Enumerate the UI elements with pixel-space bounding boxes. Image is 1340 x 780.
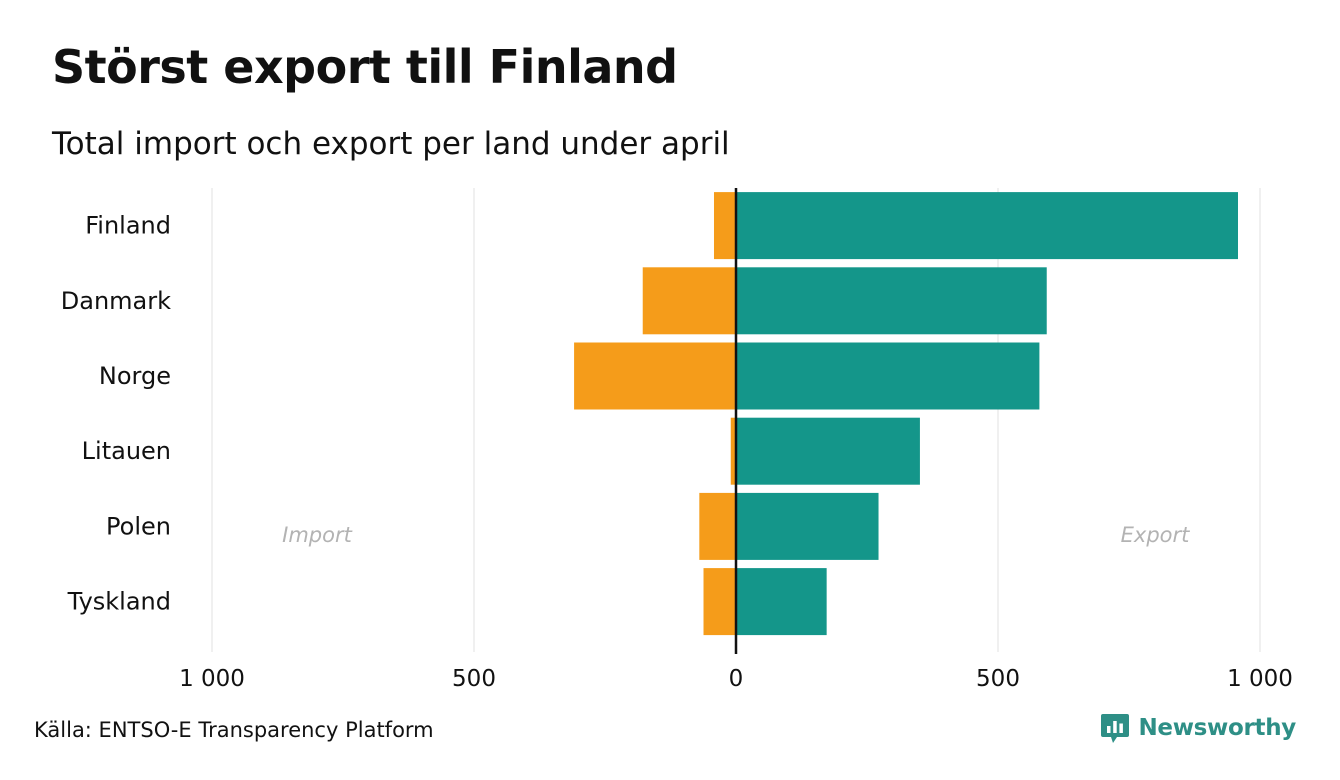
category-label: Polen	[106, 512, 171, 540]
chart-subtitle: Total import och export per land under a…	[52, 126, 730, 162]
category-label: Tyskland	[67, 588, 171, 616]
import-bar-danmark	[642, 267, 736, 335]
export-bar-finland	[736, 192, 1238, 260]
export-side-label: Export	[1121, 523, 1191, 547]
import-bar-norge	[574, 342, 736, 410]
import-bar-finland	[713, 192, 736, 260]
export-bar-danmark	[736, 267, 1047, 335]
category-label: Norge	[99, 362, 171, 390]
x-tick-label: 1 000	[179, 666, 245, 692]
import-bar-litauen	[730, 417, 736, 485]
import-bar-polen	[699, 492, 736, 560]
import-bar-tyskland	[703, 568, 736, 636]
brand-name: Newsworthy	[1138, 715, 1296, 741]
newsworthy-logo-icon	[1101, 714, 1130, 743]
x-tick-label: 0	[729, 666, 744, 692]
export-bar-litauen	[736, 417, 920, 485]
x-tick-label: 500	[976, 666, 1020, 692]
category-label: Finland	[85, 212, 171, 240]
category-label: Danmark	[61, 287, 171, 315]
export-bar-polen	[736, 492, 879, 560]
export-bar-tyskland	[736, 568, 827, 636]
brand-logo: Newsworthy	[1100, 712, 1296, 744]
x-tick-label: 1 000	[1227, 666, 1293, 692]
category-label: Litauen	[82, 437, 171, 465]
source-note: Källa: ENTSO-E Transparency Platform	[34, 718, 434, 742]
export-bar-norge	[736, 342, 1040, 410]
import-side-label: Import	[282, 523, 352, 547]
x-tick-label: 500	[452, 666, 496, 692]
chart-title: Störst export till Finland	[52, 40, 678, 94]
